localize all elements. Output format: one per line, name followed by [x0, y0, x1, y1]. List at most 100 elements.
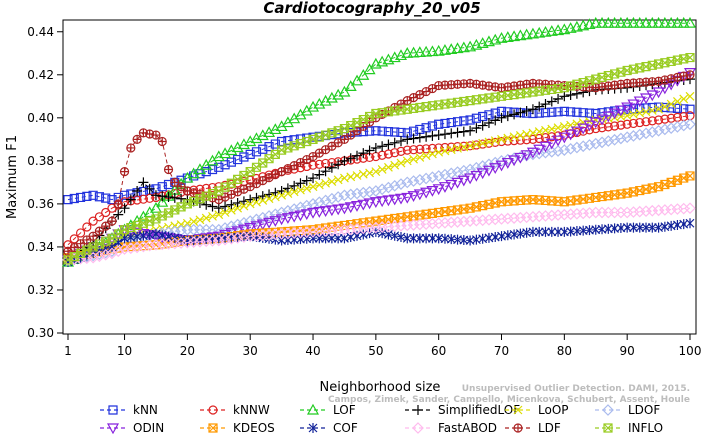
data-point-ldof [527, 148, 539, 161]
data-point-knn [459, 116, 469, 126]
data-point-lof [407, 46, 420, 58]
data-point-knnw [427, 143, 438, 153]
data-point-knnw [138, 194, 148, 204]
data-point-ldof [426, 171, 439, 184]
data-point-loop [270, 192, 280, 202]
data-point-odin [608, 108, 621, 120]
data-point-knnw [666, 113, 676, 123]
legend-item-fastabod: FastABOD [405, 421, 497, 435]
data-point-knnw [622, 119, 632, 129]
data-point-odin [633, 96, 646, 108]
data-point-simplifiedlof [446, 128, 457, 139]
data-point-simplifiedlof [163, 192, 174, 203]
data-point-ldf [64, 247, 72, 256]
data-point-loop [201, 213, 211, 223]
data-point-loop [289, 187, 299, 197]
x-axis: 1 10 20 30 40 50 60 70 80 90 100 [64, 334, 701, 358]
data-point-loop [226, 205, 236, 215]
data-point-fastabod [238, 231, 250, 243]
data-point-odin [325, 205, 338, 217]
data-point-ldof [370, 185, 382, 197]
data-point-simplifiedlof [320, 166, 331, 177]
data-point-knnw [101, 207, 111, 218]
data-point-odin [388, 194, 401, 206]
data-point-loop [182, 218, 192, 228]
data-point-lof [357, 68, 370, 80]
data-point-simplifiedlof [169, 192, 180, 203]
data-point-ldof [388, 179, 401, 192]
data-point-odin [313, 207, 326, 218]
data-point-ldof [671, 121, 684, 133]
data-point-knn [415, 124, 425, 135]
data-point-knnw [94, 212, 105, 222]
data-point-ldf [246, 182, 255, 191]
data-point-knn [94, 192, 105, 202]
data-point-loop [673, 97, 682, 106]
data-point-loop [371, 167, 381, 177]
data-point-loop [258, 196, 268, 205]
data-point-ldof [439, 168, 451, 181]
data-point-cof [415, 233, 425, 244]
data-point-cof [314, 233, 324, 244]
data-point-knnw [522, 135, 532, 145]
data-point-ldof [501, 153, 514, 166]
data-point-cof [402, 233, 412, 244]
data-point-lof [281, 116, 294, 128]
data-point-ldof [483, 158, 495, 171]
data-point-knnw [69, 234, 79, 244]
legend-marker [308, 423, 318, 433]
data-point-odin [570, 126, 583, 138]
data-point-knnw [377, 150, 387, 160]
data-point-lof [683, 16, 697, 28]
data-point-ldf [70, 243, 79, 252]
legend-label: LDOF [628, 403, 660, 417]
data-point-simplifiedlof [150, 190, 161, 201]
y-axis: 0.30 0.32 0.34 0.36 0.38 0.40 0.42 0.44 [27, 25, 63, 340]
data-point-ldof [288, 203, 301, 215]
data-point-ldf [321, 145, 330, 154]
data-point-ldof [376, 183, 388, 196]
legend-marker [208, 405, 218, 415]
data-point-ldof [319, 194, 332, 207]
data-point-ldf [170, 178, 179, 187]
data-point-loop [654, 104, 664, 114]
x-tick-label: 20 [180, 344, 195, 358]
data-point-knnw [82, 222, 92, 232]
data-point-knn [69, 193, 79, 204]
legend-label: COF [333, 421, 358, 434]
data-point-lof [658, 16, 671, 28]
legend-label: ODIN [133, 421, 164, 434]
legend-label: kNNW [233, 403, 270, 417]
legend-label: LoOP [538, 403, 569, 417]
data-point-lof [608, 16, 621, 28]
data-point-simplifiedlof [540, 99, 551, 110]
data-point-cof [622, 222, 632, 233]
data-point-loop [396, 158, 406, 168]
data-point-cof [427, 233, 437, 244]
data-point-odin [539, 141, 552, 153]
data-point-odin [652, 87, 665, 99]
data-point-knnw [465, 141, 475, 151]
data-point-odin [564, 129, 577, 141]
data-point-fastabod [118, 243, 131, 255]
data-point-lof [451, 42, 464, 54]
data-point-ldof [238, 216, 250, 229]
data-point-simplifiedlof [370, 142, 381, 153]
data-point-ldof [326, 192, 338, 205]
data-point-fastabod [106, 247, 118, 260]
data-point-loop [421, 151, 431, 161]
data-point-ldof [382, 181, 395, 194]
data-point-knn [484, 110, 494, 120]
data-point-knn [75, 192, 86, 203]
data-point-simplifiedlof [471, 123, 482, 134]
data-point-ldf [107, 217, 116, 226]
data-point-lof [426, 45, 439, 57]
data-point-ldof [633, 128, 646, 141]
data-point-simplifiedlof [157, 191, 168, 202]
data-point-ldof [300, 199, 313, 212]
data-point-simplifiedlof [408, 133, 419, 144]
data-point-ldof [282, 204, 294, 217]
data-point-loop [308, 182, 318, 192]
data-point-simplifiedlof [345, 153, 356, 164]
data-point-ldof [558, 144, 571, 156]
